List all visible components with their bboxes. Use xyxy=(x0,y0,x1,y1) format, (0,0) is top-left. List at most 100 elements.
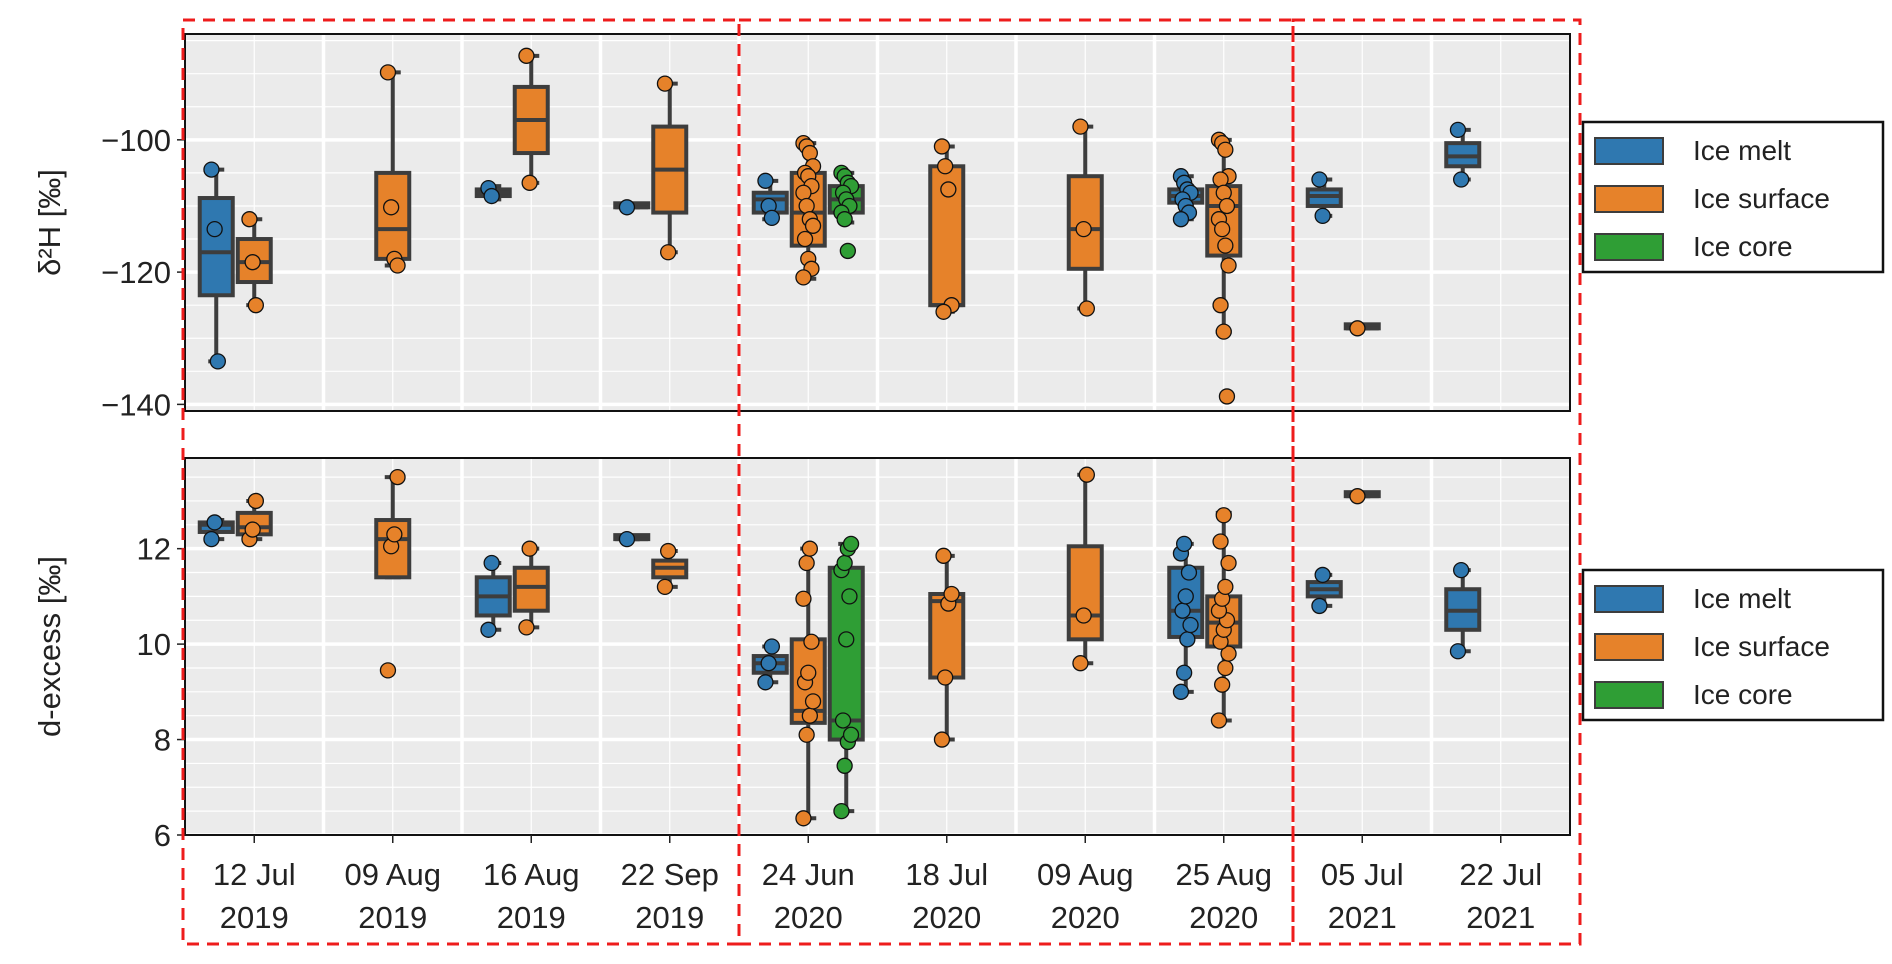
data-point xyxy=(1349,488,1366,505)
legend-label: Ice melt xyxy=(1693,135,1791,166)
data-point xyxy=(834,712,852,729)
box-body xyxy=(512,565,550,613)
data-point xyxy=(1075,607,1092,624)
data-point xyxy=(386,526,403,543)
data-point xyxy=(842,726,860,743)
data-point xyxy=(480,621,497,638)
data-point xyxy=(795,269,812,286)
data-point xyxy=(389,257,406,274)
data-point xyxy=(389,468,406,486)
group-frames xyxy=(181,18,1582,946)
data-point xyxy=(618,199,636,216)
legend-swatch xyxy=(1594,681,1664,709)
data-point xyxy=(379,662,397,679)
data-point xyxy=(795,184,812,201)
data-point xyxy=(933,731,951,748)
y-tick-label: 12 xyxy=(137,532,171,567)
box-body xyxy=(1066,544,1104,642)
data-point xyxy=(1214,676,1231,693)
data-point xyxy=(206,220,223,238)
data-point xyxy=(203,161,220,178)
data-point xyxy=(1218,388,1236,405)
legend-swatch xyxy=(1594,185,1664,213)
data-point xyxy=(618,530,636,548)
data-point xyxy=(940,181,957,198)
data-point xyxy=(521,174,538,191)
box-ice-melt xyxy=(1444,561,1482,660)
x-tick-label-date: 22 Sep xyxy=(621,857,719,892)
box-ice-melt xyxy=(613,199,651,216)
data-point xyxy=(937,669,954,686)
data-point xyxy=(804,693,822,710)
legend-label: Ice melt xyxy=(1693,583,1791,614)
plot-border xyxy=(184,33,1571,412)
legend-top: Ice melt Ice surface Ice core xyxy=(1581,120,1885,274)
box-ice-surface xyxy=(1343,320,1381,337)
box-ice-surface xyxy=(374,64,412,274)
data-point xyxy=(801,540,818,557)
y-tick-label: −100 xyxy=(101,123,171,158)
plot-border xyxy=(184,457,1571,836)
legend-swatch xyxy=(1594,585,1664,613)
legend-swatch xyxy=(1594,233,1664,261)
data-point xyxy=(521,540,538,557)
box-ice-surface xyxy=(1343,488,1381,505)
data-point xyxy=(1172,211,1190,228)
data-point xyxy=(244,521,261,538)
data-point xyxy=(933,138,951,155)
data-point xyxy=(1212,533,1229,550)
legend-label: Ice surface xyxy=(1693,631,1830,662)
data-point xyxy=(244,254,261,271)
y-tick-label: 10 xyxy=(137,627,171,662)
box-ice-melt xyxy=(1444,121,1482,188)
x-tick-label-date: 05 Jul xyxy=(1321,857,1404,892)
data-point xyxy=(379,64,397,81)
data-point xyxy=(1180,564,1198,581)
data-point xyxy=(656,75,674,92)
x-axis-labels: 12 Jul 2019 09 Aug 2019 16 Aug 2019 22 Sep 2019… xyxy=(213,835,1542,935)
data-point xyxy=(839,242,856,260)
box-ice-surface xyxy=(1066,118,1104,317)
x-tick-label-date: 24 Jun xyxy=(762,857,855,892)
box-ice-melt xyxy=(1305,171,1343,225)
data-point xyxy=(1217,578,1234,595)
box-ice-surface xyxy=(235,492,273,548)
data-point xyxy=(757,172,774,189)
data-point xyxy=(1220,257,1237,274)
data-point xyxy=(801,144,818,162)
y-tick-label: 6 xyxy=(154,818,171,853)
data-point xyxy=(1210,712,1228,729)
data-point xyxy=(1218,197,1236,215)
data-point xyxy=(1212,297,1229,314)
box-ice-melt xyxy=(751,638,789,691)
x-tick-label-year: 2019 xyxy=(635,900,704,935)
data-point xyxy=(1075,220,1092,238)
x-tick-label-year: 2020 xyxy=(912,900,981,935)
legend-swatch xyxy=(1594,137,1664,165)
box-ice-surface xyxy=(1205,507,1243,729)
data-point xyxy=(1217,141,1234,158)
data-point xyxy=(800,664,817,681)
y-tick-label: −120 xyxy=(101,255,171,290)
data-point xyxy=(656,578,674,595)
data-point xyxy=(760,655,777,672)
data-point xyxy=(1453,171,1470,188)
y-tick-label: 8 xyxy=(154,723,171,758)
data-point xyxy=(804,217,822,234)
data-point xyxy=(1174,602,1191,619)
data-point xyxy=(943,585,960,603)
data-point xyxy=(842,535,860,553)
data-point xyxy=(763,209,780,227)
box-ice-surface xyxy=(928,547,966,748)
box-ice-melt xyxy=(1167,535,1205,700)
box-ice-core xyxy=(827,164,865,260)
data-point xyxy=(1215,323,1232,340)
box-ice-melt xyxy=(197,161,235,370)
data-point xyxy=(1449,121,1467,139)
x-tick-label-date: 22 Jul xyxy=(1459,857,1542,892)
y-tick-label: −140 xyxy=(101,387,171,422)
legend-bottom: Ice melt Ice surface Ice core xyxy=(1581,568,1885,722)
x-tick-label-year: 2020 xyxy=(1051,900,1120,935)
data-point xyxy=(937,158,954,175)
data-point xyxy=(209,353,227,370)
